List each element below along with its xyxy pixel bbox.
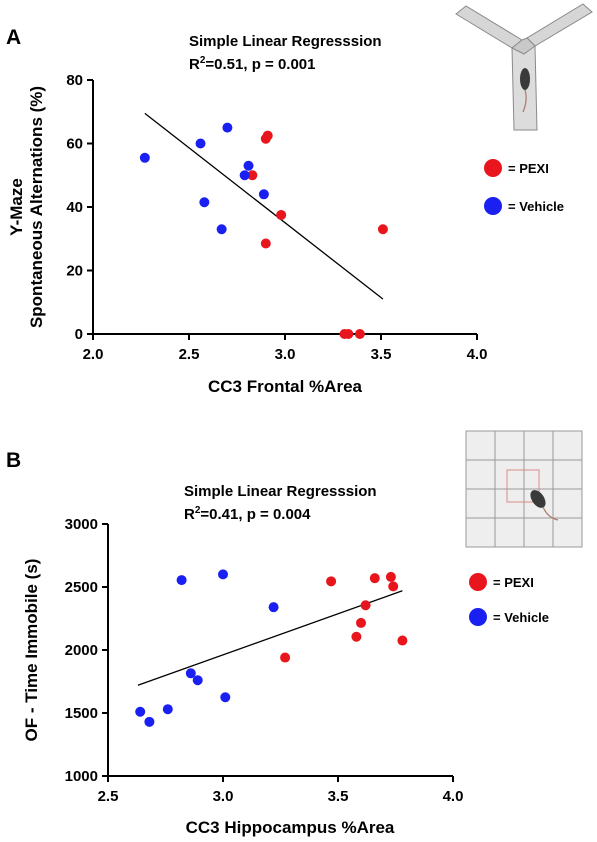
x-tick-label: 2.5 bbox=[179, 346, 200, 363]
x-tick-label: 4.0 bbox=[467, 346, 488, 363]
vehicle-point bbox=[199, 197, 210, 208]
panel-a-legend: = PEXI = Vehicle bbox=[484, 159, 564, 215]
y-tick-label: 1000 bbox=[65, 768, 98, 785]
panel-b-x-axis-title: CC3 Hippocampus %Area bbox=[186, 818, 395, 837]
pexi-point bbox=[356, 617, 366, 628]
panel-b-legend-vehicle-label: = Vehicle bbox=[493, 610, 549, 625]
vehicle-point bbox=[220, 692, 231, 703]
pexi-point bbox=[280, 652, 291, 663]
pexi-point bbox=[388, 581, 399, 592]
open-field-center-zone bbox=[506, 469, 540, 503]
vehicle-point bbox=[192, 675, 203, 686]
vehicle-point bbox=[243, 160, 254, 171]
panel-a-stat-sup: 2 bbox=[200, 55, 206, 66]
open-field-illustration bbox=[465, 430, 583, 548]
vehicle-point bbox=[185, 668, 196, 679]
panel-b-y-axis-title: OF - Time Immobile (s) bbox=[22, 559, 41, 742]
panel-a-x-axis-title: CC3 Frontal %Area bbox=[208, 377, 363, 396]
panel-a-title: Simple Linear Regresssion bbox=[189, 33, 382, 50]
pexi-point bbox=[369, 573, 380, 584]
pexi-point bbox=[354, 329, 365, 339]
panel-a-legend-pexi-label: = PEXI bbox=[508, 161, 549, 176]
y-tick-label: 40 bbox=[66, 199, 83, 216]
pexi-point bbox=[351, 631, 362, 642]
pexi-point bbox=[247, 170, 258, 181]
pexi-point bbox=[343, 329, 354, 339]
panel-a-plot: 2.0 2.5 3.0 3.5 4.0 0 20 40 60 80 bbox=[66, 72, 487, 363]
panel-b: B Simple Linear Regresssion R2=0.41, p =… bbox=[6, 430, 583, 837]
vehicle-point bbox=[144, 716, 155, 727]
x-tick-label: 2.5 bbox=[98, 788, 119, 805]
panel-b-legend-vehicle-marker bbox=[469, 608, 487, 626]
y-tick-label: 20 bbox=[66, 263, 83, 280]
panel-b-title: Simple Linear Regresssion bbox=[184, 483, 377, 500]
panel-a-stat-prefix: R bbox=[189, 56, 200, 73]
y-maze-right-arm bbox=[526, 3, 593, 47]
pexi-point bbox=[385, 571, 396, 582]
panel-b-plot: 2.5 3.0 3.5 4.0 1000 1500 2000 2500 3000 bbox=[65, 516, 464, 805]
y-tick-label: 60 bbox=[66, 136, 83, 153]
pexi-point bbox=[326, 576, 337, 587]
open-field-mouse-icon bbox=[530, 490, 546, 508]
panel-b-stat-prefix: R bbox=[184, 506, 195, 523]
y-maze-center bbox=[511, 37, 536, 55]
y-maze-left-arm bbox=[455, 5, 523, 49]
panel-b-stat-rest: =0.41, p = 0.004 bbox=[200, 506, 311, 523]
vehicle-point bbox=[268, 602, 279, 613]
pexi-point bbox=[262, 130, 273, 141]
vehicle-point bbox=[139, 152, 150, 163]
panel-a-legend-pexi-marker bbox=[484, 159, 502, 177]
panel-a-legend-vehicle-label: = Vehicle bbox=[508, 199, 564, 214]
regression-line bbox=[144, 112, 384, 300]
panel-a-legend-vehicle-marker bbox=[484, 197, 502, 215]
y-tick-label: 2000 bbox=[65, 642, 98, 659]
x-tick-label: 3.0 bbox=[213, 788, 234, 805]
vehicle-point bbox=[222, 122, 233, 133]
panel-a-stats: R2=0.51, p = 0.001 bbox=[189, 55, 316, 73]
y-tick-label: 0 bbox=[75, 326, 83, 343]
x-tick-label: 4.0 bbox=[443, 788, 464, 805]
y-tick-label: 2500 bbox=[65, 579, 98, 596]
vehicle-point bbox=[195, 138, 206, 149]
pexi-point bbox=[360, 600, 371, 611]
pexi-point bbox=[377, 224, 388, 235]
open-field-grid bbox=[466, 431, 582, 547]
panel-a-letter: A bbox=[6, 26, 21, 49]
y-tick-label: 3000 bbox=[65, 516, 98, 533]
pexi-point bbox=[397, 635, 408, 646]
panel-b-legend-pexi-marker bbox=[469, 573, 487, 591]
panel-b-stats: R2=0.41, p = 0.004 bbox=[184, 505, 311, 523]
open-field-mouse-tail-icon bbox=[542, 506, 559, 521]
panel-a-y-axis-title-line2: Spontaneous Alternations (%) bbox=[27, 86, 46, 328]
vehicle-point bbox=[239, 170, 250, 181]
panel-a: A Simple Linear Regresssion R2=0.51, p =… bbox=[6, 3, 593, 396]
panel-a-stat-rest: =0.51, p = 0.001 bbox=[205, 56, 315, 73]
panel-b-legend: = PEXI = Vehicle bbox=[469, 573, 549, 626]
mouse-icon bbox=[520, 68, 530, 90]
vehicle-point bbox=[162, 704, 173, 715]
vehicle-point bbox=[135, 706, 146, 717]
x-tick-label: 3.0 bbox=[275, 346, 296, 363]
regression-line bbox=[137, 590, 403, 686]
panel-b-legend-pexi-label: = PEXI bbox=[493, 575, 534, 590]
panel-b-letter: B bbox=[6, 449, 21, 472]
x-tick-label: 2.0 bbox=[83, 346, 104, 363]
panel-b-stat-sup: 2 bbox=[195, 505, 201, 516]
x-tick-label: 3.5 bbox=[328, 788, 349, 805]
vehicle-point bbox=[218, 569, 228, 580]
pexi-point bbox=[260, 238, 271, 249]
vehicle-point bbox=[176, 575, 187, 586]
pexi-point bbox=[276, 209, 287, 220]
y-tick-label: 80 bbox=[66, 72, 83, 89]
y-tick-label: 1500 bbox=[65, 705, 98, 722]
vehicle-point bbox=[216, 224, 227, 235]
y-maze-illustration bbox=[455, 3, 593, 131]
panel-a-y-axis-title-line1: Y-Maze bbox=[7, 178, 26, 236]
x-tick-label: 3.5 bbox=[371, 346, 392, 363]
mouse-tail-icon bbox=[522, 89, 527, 113]
vehicle-point bbox=[258, 189, 269, 200]
